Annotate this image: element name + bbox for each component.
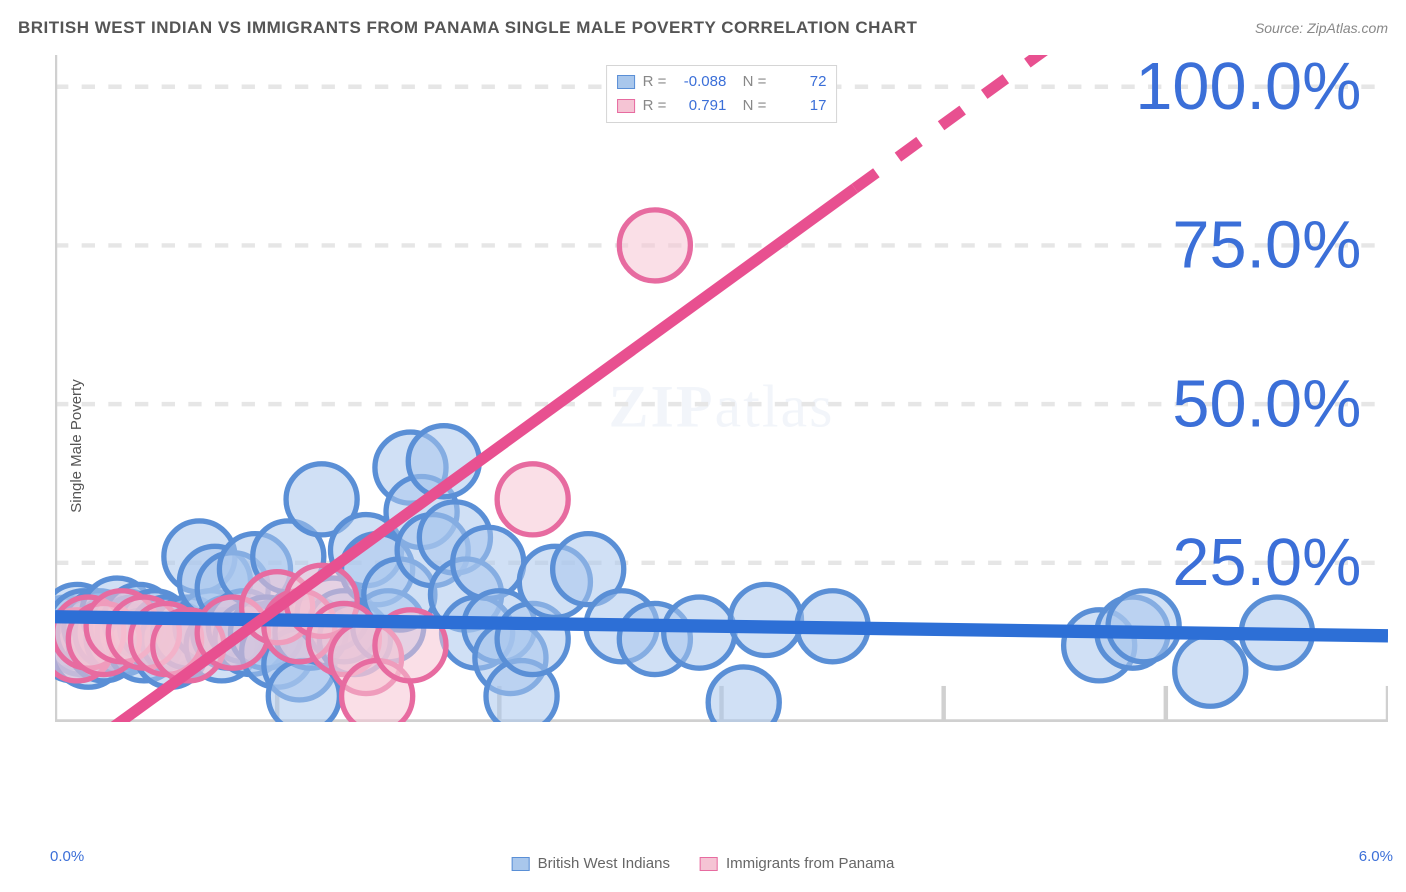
stats-legend-box: R = -0.088 N = 72 R = 0.791 N = 17 xyxy=(606,65,838,123)
legend-swatch-1 xyxy=(512,857,530,871)
scatter-plot: 25.0% 50.0% 75.0% 100.0% xyxy=(55,55,1388,722)
stat-r-value-2: 0.791 xyxy=(674,94,726,118)
stat-n-label-2: N = xyxy=(734,94,766,118)
stats-row-2: R = 0.791 N = 17 xyxy=(617,94,827,118)
svg-text:25.0%: 25.0% xyxy=(1172,526,1361,600)
stat-n-value-2: 17 xyxy=(774,94,826,118)
chart-title: BRITISH WEST INDIAN VS IMMIGRANTS FROM P… xyxy=(18,18,917,38)
svg-text:75.0%: 75.0% xyxy=(1172,209,1361,283)
swatch-series-1 xyxy=(617,75,635,89)
chart-area: Single Male Poverty ZIPatlas 25.0%50.0%7… xyxy=(55,55,1388,837)
svg-text:100.0%: 100.0% xyxy=(1135,55,1361,124)
stat-r-value-1: -0.088 xyxy=(674,70,726,94)
legend-swatch-2 xyxy=(700,857,718,871)
legend-item-2: Immigrants from Panama xyxy=(700,855,894,872)
legend-label-1: British West Indians xyxy=(538,855,670,872)
x-axis-min: 0.0% xyxy=(50,848,84,865)
legend-label-2: Immigrants from Panama xyxy=(726,855,894,872)
chart-source: Source: ZipAtlas.com xyxy=(1255,20,1388,36)
stat-r-label-2: R = xyxy=(643,94,667,118)
chart-header: BRITISH WEST INDIAN VS IMMIGRANTS FROM P… xyxy=(18,18,1388,38)
stat-n-value-1: 72 xyxy=(774,70,826,94)
svg-text:50.0%: 50.0% xyxy=(1172,367,1361,441)
stat-r-label: R = xyxy=(643,70,667,94)
bottom-legend: British West Indians Immigrants from Pan… xyxy=(512,855,895,872)
stat-n-label: N = xyxy=(734,70,766,94)
stats-row-1: R = -0.088 N = 72 xyxy=(617,70,827,94)
swatch-series-2 xyxy=(617,99,635,113)
x-axis-max: 6.0% xyxy=(1359,848,1393,865)
legend-item-1: British West Indians xyxy=(512,855,670,872)
